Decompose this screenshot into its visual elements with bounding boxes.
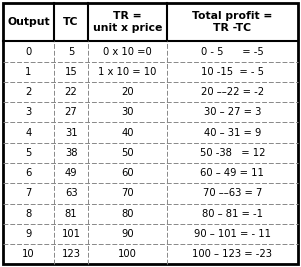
Text: 20: 20 [121, 87, 134, 97]
Text: 27: 27 [65, 107, 77, 117]
Text: 38: 38 [65, 148, 77, 158]
Text: 0 x 10 =0: 0 x 10 =0 [103, 46, 152, 57]
Text: 1: 1 [25, 67, 32, 77]
Text: 22: 22 [65, 87, 77, 97]
Text: 80 – 81 = -1: 80 – 81 = -1 [202, 209, 263, 219]
Text: 1 x 10 = 10: 1 x 10 = 10 [98, 67, 157, 77]
Text: 100 – 123 = -23: 100 – 123 = -23 [192, 249, 272, 259]
Text: 5: 5 [25, 148, 32, 158]
Text: 50 -38   = 12: 50 -38 = 12 [200, 148, 265, 158]
Text: 30: 30 [121, 107, 134, 117]
Text: 2: 2 [25, 87, 32, 97]
Text: 101: 101 [62, 229, 81, 239]
Text: 0 - 5      = -5: 0 - 5 = -5 [201, 46, 264, 57]
Text: 80: 80 [121, 209, 134, 219]
Text: Total profit =
TR -TC: Total profit = TR -TC [192, 11, 272, 33]
Text: 20 ––22 = -2: 20 ––22 = -2 [201, 87, 264, 97]
Text: Output: Output [7, 17, 50, 27]
Text: 10: 10 [22, 249, 35, 259]
Text: 40: 40 [121, 128, 134, 138]
Text: 4: 4 [25, 128, 32, 138]
Text: 100: 100 [118, 249, 137, 259]
Text: 3: 3 [25, 107, 32, 117]
Text: 70 ––63 = 7: 70 ––63 = 7 [203, 189, 262, 198]
Text: 31: 31 [65, 128, 77, 138]
Text: 0: 0 [25, 46, 32, 57]
Text: 123: 123 [62, 249, 81, 259]
Text: 15: 15 [65, 67, 77, 77]
Text: 50: 50 [121, 148, 134, 158]
Text: 5: 5 [68, 46, 74, 57]
Text: 49: 49 [65, 168, 77, 178]
Text: 30 – 27 = 3: 30 – 27 = 3 [204, 107, 261, 117]
Text: 60 – 49 = 11: 60 – 49 = 11 [200, 168, 264, 178]
Text: 40 – 31 = 9: 40 – 31 = 9 [204, 128, 261, 138]
Text: TR =
unit x price: TR = unit x price [93, 11, 162, 33]
Text: 63: 63 [65, 189, 77, 198]
Text: 81: 81 [65, 209, 77, 219]
Text: 9: 9 [25, 229, 32, 239]
Text: TC: TC [64, 17, 79, 27]
Text: 10 -15  = - 5: 10 -15 = - 5 [201, 67, 264, 77]
Text: 6: 6 [25, 168, 32, 178]
Text: 7: 7 [25, 189, 32, 198]
Text: 60: 60 [121, 168, 134, 178]
Text: 90 – 101 = - 11: 90 – 101 = - 11 [194, 229, 271, 239]
Text: 70: 70 [121, 189, 134, 198]
Text: 8: 8 [25, 209, 32, 219]
Text: 90: 90 [121, 229, 134, 239]
